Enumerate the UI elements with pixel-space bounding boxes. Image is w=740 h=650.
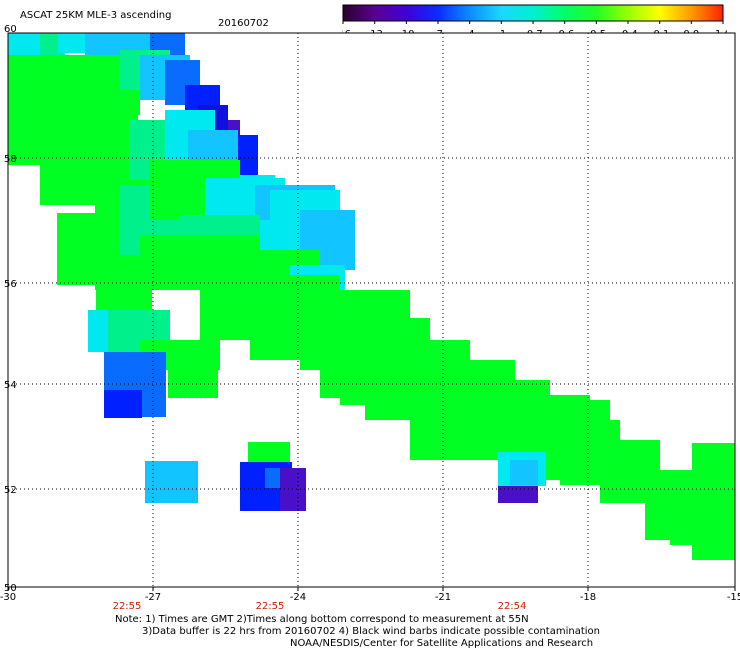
lat-label: 58: [4, 154, 17, 165]
lon-label: -21: [435, 592, 451, 603]
lat-label: 56: [4, 279, 17, 290]
lon-label: -30: [0, 592, 16, 603]
lat-label: 54: [4, 380, 17, 391]
plot-frame: [7, 32, 736, 588]
data-cell: [88, 310, 108, 352]
data-cell: [510, 460, 538, 485]
data-cell: [168, 340, 218, 398]
lon-label: -24: [290, 592, 306, 603]
data-cell: [692, 443, 735, 560]
time-label: 22:55: [113, 601, 142, 612]
note-line-1: Note: 1) Times are GMT 2)Times along bot…: [115, 614, 529, 625]
note-line-2: 3)Data buffer is 22 hrs from 20160702 4)…: [142, 626, 600, 637]
note-line-3: NOAA/NESDIS/Center for Satellite Applica…: [290, 638, 594, 649]
data-cell: [265, 468, 283, 488]
map-title: ASCAT 25KM MLE-3 ascending: [20, 10, 172, 21]
lon-label: -18: [580, 592, 596, 603]
data-cell: [104, 390, 142, 418]
lon-label: -15: [727, 592, 740, 603]
time-label: 22:55: [256, 601, 285, 612]
data-cell: [58, 33, 88, 53]
map-date: 20160702: [218, 18, 269, 29]
data-cell: [122, 352, 162, 387]
data-cell: [498, 486, 538, 503]
lat-label: 60: [4, 24, 17, 35]
data-cell: [145, 461, 198, 503]
lat-label: 50: [4, 583, 17, 594]
graticule: [8, 33, 735, 587]
time-label: 22:54: [498, 601, 527, 612]
data-cell: [410, 420, 470, 460]
lat-label: 52: [4, 485, 17, 496]
data-cell: [8, 100, 18, 160]
lon-label: -27: [145, 592, 161, 603]
